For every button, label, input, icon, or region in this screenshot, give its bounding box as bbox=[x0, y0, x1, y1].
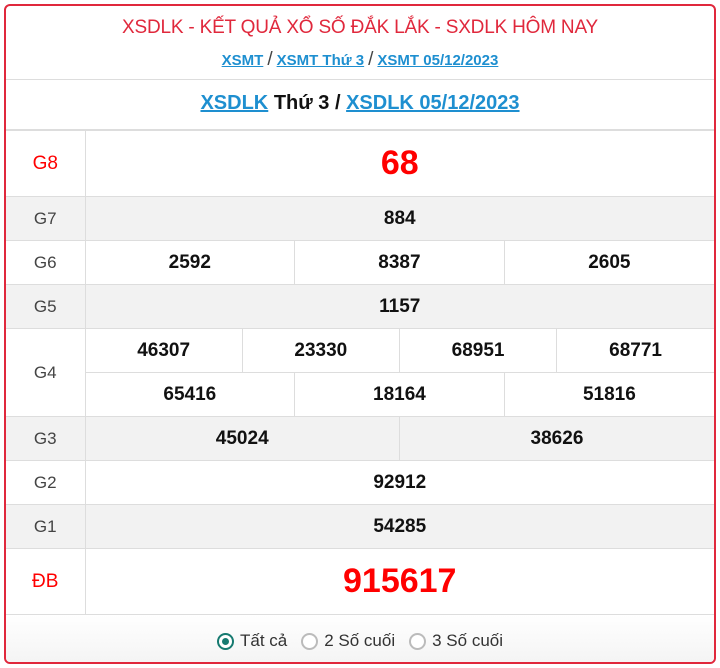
prize-number: 8387 bbox=[294, 240, 505, 285]
prize-label: G8 bbox=[6, 130, 86, 197]
radio-unchecked-icon[interactable] bbox=[409, 632, 427, 650]
prize-number: 65416 bbox=[84, 372, 296, 417]
results-title: XSDLK Thứ 3 / XSDLK 05/12/2023 bbox=[6, 80, 714, 130]
prize-label: G3 bbox=[6, 416, 86, 461]
row-g5: G5 1157 bbox=[6, 284, 714, 329]
row-g6: G6 2592 8387 2605 bbox=[6, 240, 714, 285]
results-card: XSDLK - KẾT QUẢ XỔ SỐ ĐẮK LẮK - SXDLK HÔ… bbox=[4, 4, 716, 664]
row-g4b: 65416 18164 51816 bbox=[6, 372, 714, 417]
row-g2: G2 92912 bbox=[6, 460, 714, 505]
filter-all[interactable]: Tất cả bbox=[216, 631, 288, 651]
title-text: Thứ 3 / bbox=[268, 92, 347, 114]
prize-label: G1 bbox=[6, 504, 86, 549]
prize-number: 68771 bbox=[556, 328, 714, 373]
filter-label: 3 Số cuối bbox=[432, 631, 504, 650]
xsdlk-link[interactable]: XSDLK bbox=[200, 92, 269, 114]
prize-label: G7 bbox=[6, 196, 86, 241]
filter-label: Tất cả bbox=[239, 631, 288, 650]
digit-filter: Tất cả 2 Số cuối 3 Số cuối bbox=[6, 615, 714, 662]
prize-number: 884 bbox=[84, 196, 714, 241]
breadcrumb-xsmt-date[interactable]: XSMT 05/12/2023 bbox=[377, 52, 499, 69]
filter-3-digits[interactable]: 3 Số cuối bbox=[409, 631, 503, 651]
radio-unchecked-icon[interactable] bbox=[301, 632, 319, 650]
row-g3: G3 45024 38626 bbox=[6, 416, 714, 461]
prize-number: 915617 bbox=[84, 548, 714, 615]
filter-2-digits[interactable]: 2 Số cuối bbox=[301, 631, 395, 651]
prize-label: ĐB bbox=[6, 548, 86, 615]
prize-number: 2605 bbox=[503, 240, 714, 285]
prize-number: 51816 bbox=[503, 372, 714, 417]
results-table: G8 68 G7 884 G6 2592 8387 2605 G5 1157 G4 46307… bbox=[6, 130, 714, 615]
prize-number: 2592 bbox=[84, 240, 296, 285]
prize-number: 45024 bbox=[84, 416, 400, 461]
row-db: ĐB 915617 bbox=[6, 548, 714, 615]
row-g4: G4 46307 23330 68951 68771 bbox=[6, 328, 714, 417]
prize-number: 68951 bbox=[398, 328, 558, 373]
prize-number: 23330 bbox=[241, 328, 400, 373]
separator: / bbox=[267, 49, 273, 70]
page-title: XSDLK - KẾT QUẢ XỔ SỐ ĐẮK LẮK - SXDLK HÔ… bbox=[122, 17, 598, 38]
xsdlk-date-link[interactable]: XSDLK 05/12/2023 bbox=[346, 92, 520, 114]
prize-number: 68 bbox=[84, 130, 714, 197]
prize-label: G4 bbox=[6, 328, 86, 417]
prize-number: 18164 bbox=[294, 372, 505, 417]
header: XSDLK - KẾT QUẢ XỔ SỐ ĐẮK LẮK - SXDLK HÔ… bbox=[6, 6, 714, 80]
prize-label: G5 bbox=[6, 284, 86, 329]
breadcrumb: XSMT / XSMT Thứ 3/XSMT 05/12/2023 bbox=[6, 49, 714, 71]
prize-number: 46307 bbox=[84, 328, 243, 373]
prize-number: 92912 bbox=[84, 460, 714, 505]
prize-number: 1157 bbox=[84, 284, 714, 329]
prize-label: G2 bbox=[6, 460, 86, 505]
breadcrumb-xsmt[interactable]: XSMT bbox=[221, 52, 264, 69]
separator: / bbox=[368, 49, 374, 70]
breadcrumb-xsmt-thu3[interactable]: XSMT Thứ 3 bbox=[276, 52, 365, 69]
filter-label: 2 Số cuối bbox=[324, 631, 396, 650]
row-g7: G7 884 bbox=[6, 196, 714, 241]
prize-number: 54285 bbox=[84, 504, 714, 549]
row-g8: G8 68 bbox=[6, 130, 714, 197]
row-g1: G1 54285 bbox=[6, 504, 714, 549]
prize-label: G6 bbox=[6, 240, 86, 285]
prize-number: 38626 bbox=[398, 416, 714, 461]
radio-checked-icon[interactable] bbox=[216, 632, 234, 650]
